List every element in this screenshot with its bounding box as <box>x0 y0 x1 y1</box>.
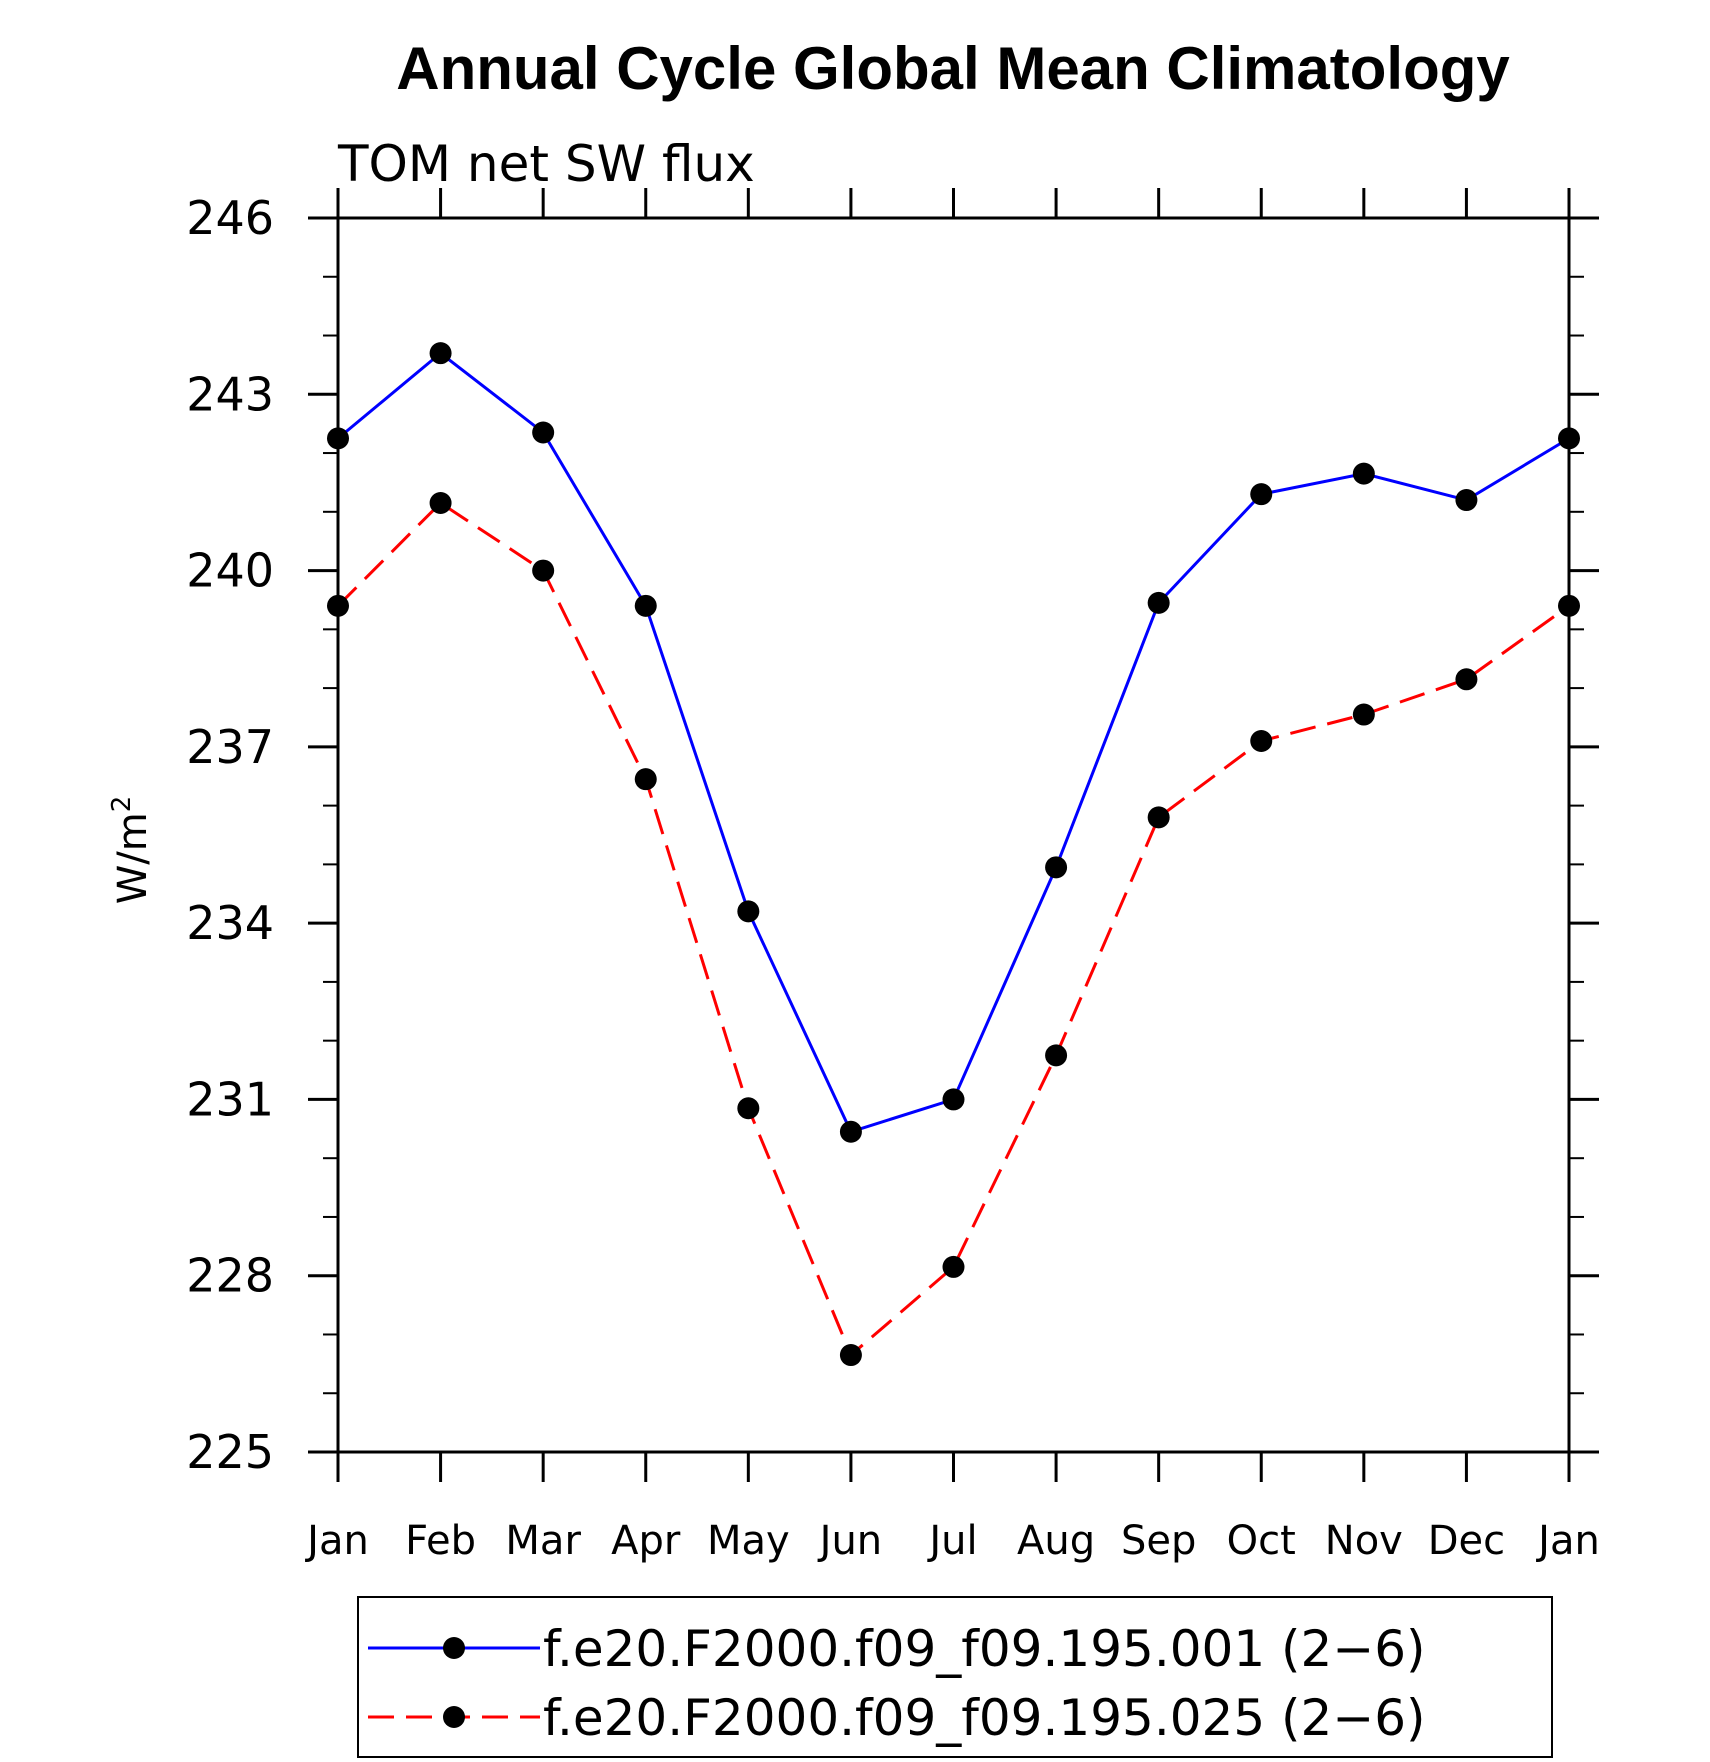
data-point <box>1045 1044 1068 1067</box>
data-point <box>634 594 657 617</box>
data-point <box>634 768 657 791</box>
chart-subtitle: TOM net SW flux <box>337 135 755 193</box>
x-tick-label: Sep <box>1121 1518 1196 1564</box>
data-point <box>839 1344 862 1367</box>
data-point <box>327 594 349 617</box>
y-tick-label: 246 <box>186 191 274 245</box>
x-tick-label: Jun <box>817 1518 883 1564</box>
data-point <box>942 1088 965 1111</box>
y-tick-label: 231 <box>186 1072 274 1126</box>
x-tick-label: Jul <box>926 1518 977 1564</box>
series-line <box>336 501 1570 1358</box>
y-tick-label: 243 <box>186 367 274 421</box>
data-point <box>1250 729 1273 752</box>
x-tick-label: Jan <box>1535 1518 1600 1564</box>
data-point <box>942 1255 965 1278</box>
series-1 <box>327 342 1580 1143</box>
x-tick-label: Nov <box>1325 1518 1403 1564</box>
data-point <box>737 1097 760 1120</box>
chart-title: Annual Cycle Global Mean Climatology <box>396 35 1510 102</box>
data-point <box>429 491 452 514</box>
legend-marker <box>443 1637 465 1659</box>
data-point <box>1147 591 1170 614</box>
x-tick-label: Dec <box>1428 1518 1505 1564</box>
x-tick-label: Feb <box>405 1518 476 1564</box>
x-tick-label: May <box>707 1518 790 1564</box>
legend-item-1: f.e20.F2000.f09_f09.195.001 (2−6) <box>368 1620 1426 1678</box>
axes-ticks: Jan Feb Mar Apr May Jun Jul Aug Sep Oct Nov Dec Jan 2… <box>186 188 1600 1564</box>
legend-item-2: f.e20.F2000.f09_f09.195.025 (2−6) <box>368 1689 1426 1747</box>
data-point <box>1455 489 1478 512</box>
y-axis-label: W/m2 <box>107 796 156 905</box>
data-point <box>1147 806 1170 829</box>
data-point <box>532 421 555 444</box>
x-tick-label: Apr <box>611 1518 681 1564</box>
data-point <box>737 900 760 923</box>
data-point <box>1250 483 1273 506</box>
legend: f.e20.F2000.f09_f09.195.001 (2−6) f.e20.F… <box>357 1596 1553 1758</box>
series-layer <box>327 342 1580 1367</box>
data-point <box>839 1120 862 1143</box>
svg-text:W/m2: W/m2 <box>107 796 156 905</box>
x-tick-label: Oct <box>1227 1518 1296 1564</box>
data-point <box>429 342 452 365</box>
x-tick-label: Jan <box>304 1518 369 1564</box>
legend-box <box>357 1596 1553 1758</box>
data-point <box>532 559 555 582</box>
y-tick-label: 234 <box>186 896 274 950</box>
y-axis-label-text: W/m <box>110 812 156 904</box>
data-point <box>1352 462 1375 485</box>
y-tick-label: 237 <box>186 720 274 774</box>
data-point <box>327 427 349 450</box>
legend-label: f.e20.F2000.f09_f09.195.025 (2−6) <box>543 1689 1426 1747</box>
data-point <box>1045 856 1068 879</box>
legend-marker <box>443 1706 465 1728</box>
series-2 <box>327 491 1580 1367</box>
y-tick-label: 240 <box>186 544 274 598</box>
data-point <box>1455 668 1478 691</box>
x-tick-label: Aug <box>1017 1518 1095 1564</box>
y-tick-label: 228 <box>186 1249 274 1303</box>
series-line <box>337 351 1570 1134</box>
legend-label: f.e20.F2000.f09_f09.195.001 (2−6) <box>543 1620 1426 1678</box>
y-axis-label-superscript: 2 <box>107 796 137 813</box>
x-tick-label: Mar <box>505 1518 581 1564</box>
y-tick-label: 225 <box>186 1425 274 1479</box>
data-point <box>1558 427 1580 450</box>
data-point <box>1352 703 1375 726</box>
data-point <box>1558 594 1580 617</box>
